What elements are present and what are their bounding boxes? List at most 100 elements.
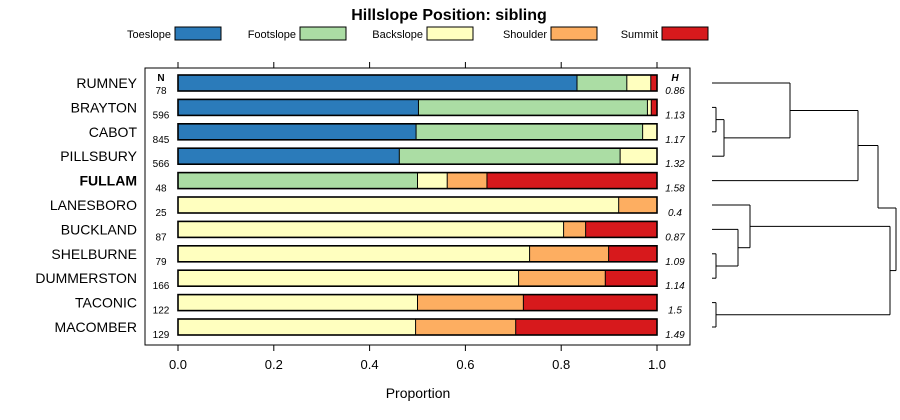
row-label-buckland: BUCKLAND bbox=[61, 221, 137, 237]
row-label-fullam: FULLAM bbox=[79, 173, 137, 189]
bar-segment-backslope bbox=[178, 294, 418, 311]
bar-segment-backslope bbox=[178, 197, 619, 213]
bar-segment-summit bbox=[651, 99, 657, 116]
bar-outline bbox=[177, 123, 658, 141]
row-label-shelburne: SHELBURNE bbox=[51, 246, 137, 262]
x-tick-label: 0.0 bbox=[169, 357, 187, 372]
h-value: 1.14 bbox=[665, 281, 685, 292]
legend-swatch-footslope bbox=[299, 26, 347, 41]
h-value: 1.32 bbox=[665, 159, 685, 170]
x-tick-label: 1.0 bbox=[648, 357, 666, 372]
bar-segment-footslope bbox=[577, 75, 627, 91]
x-axis-title: Proportion bbox=[386, 385, 451, 401]
bar-row-brayton bbox=[177, 98, 658, 117]
bar-segment-toeslope bbox=[178, 148, 400, 165]
x-tick-label: 0.6 bbox=[456, 357, 474, 372]
legend-label-toeslope: Toeslope bbox=[127, 29, 171, 41]
bar-outline bbox=[177, 74, 658, 92]
n-value: 25 bbox=[155, 208, 167, 219]
h-value: 1.49 bbox=[665, 330, 685, 341]
bar-segment-backslope bbox=[626, 75, 651, 91]
bar-row-rumney bbox=[177, 74, 658, 92]
legend-label-backslope: Backslope bbox=[372, 29, 423, 41]
bar-row-macomber bbox=[177, 318, 658, 336]
bar-row-shelburne bbox=[177, 245, 658, 263]
bar-segment-backslope bbox=[620, 148, 657, 165]
x-tick-label: 0.8 bbox=[552, 357, 570, 372]
legend-swatch-backslope bbox=[426, 26, 474, 41]
n-value: 596 bbox=[153, 110, 170, 121]
row-labels: RUMNEY 78 0.86 BRAYTON 596 1.13 CABOT 845 1.17 PI… bbox=[35, 75, 685, 341]
legend-swatch-summit bbox=[661, 26, 709, 41]
bar-segment-footslope bbox=[178, 172, 418, 189]
legend-swatch-shoulder bbox=[550, 26, 598, 41]
row-label-cabot: CABOT bbox=[89, 124, 138, 140]
row-label-rumney: RUMNEY bbox=[76, 75, 137, 91]
bar-segment-backslope bbox=[647, 99, 652, 116]
h-value: 1.17 bbox=[665, 135, 685, 146]
n-value: 129 bbox=[153, 330, 170, 341]
bar-row-taconic bbox=[177, 293, 658, 312]
bar-segment-shoulder bbox=[563, 221, 586, 238]
x-tick-label: 0.4 bbox=[361, 357, 379, 372]
legend-label-summit: Summit bbox=[621, 29, 658, 41]
h-value: 1.13 bbox=[665, 110, 685, 121]
bar-segment-backslope bbox=[178, 319, 416, 335]
bar-outline bbox=[177, 196, 658, 214]
h-value: 0.87 bbox=[665, 232, 685, 243]
x-axis: 0.0 0.2 0.4 0.6 0.8 1.0 bbox=[169, 62, 666, 372]
legend-swatch-toeslope bbox=[174, 26, 222, 41]
h-value: 1.5 bbox=[668, 306, 682, 317]
bar-row-dummerston bbox=[177, 269, 658, 288]
n-value: 566 bbox=[153, 159, 170, 170]
bar-row-fullam bbox=[177, 171, 658, 190]
h-value: 1.09 bbox=[665, 257, 685, 268]
bar-segment-summit bbox=[486, 172, 657, 189]
bar-segment-footslope bbox=[399, 148, 621, 165]
bar-segment-backslope bbox=[642, 123, 657, 140]
legend-label-shoulder: Shoulder bbox=[503, 29, 547, 41]
bar-segment-shoulder bbox=[529, 245, 609, 262]
bar-segment-summit bbox=[515, 319, 657, 335]
bar-row-cabot bbox=[177, 123, 658, 141]
bar-segment-footslope bbox=[416, 123, 643, 140]
bar-segment-shoulder bbox=[447, 172, 487, 189]
row-label-dummerston: DUMMERSTON bbox=[35, 270, 137, 286]
bar-segment-summit bbox=[605, 270, 657, 287]
row-label-lanesboro: LANESBORO bbox=[50, 197, 137, 213]
bar-segment-backslope bbox=[417, 172, 448, 189]
row-label-pillsbury: PILLSBURY bbox=[60, 148, 137, 164]
bar-outline bbox=[177, 147, 658, 165]
bar-segment-shoulder bbox=[415, 319, 516, 335]
bar-row-lanesboro bbox=[177, 196, 658, 214]
n-value: 48 bbox=[155, 184, 167, 195]
n-value: 79 bbox=[155, 257, 167, 268]
h-value: 0.86 bbox=[665, 86, 685, 97]
bar-segment-summit bbox=[608, 245, 657, 262]
bar-outline bbox=[177, 318, 658, 336]
bar-segment-toeslope bbox=[178, 75, 578, 91]
row-label-brayton: BRAYTON bbox=[71, 99, 137, 115]
bar-outline bbox=[177, 269, 658, 288]
chart-title: Hillslope Position: sibling bbox=[351, 7, 547, 24]
bar-segment-summit bbox=[523, 294, 657, 311]
bar-segment-shoulder bbox=[518, 270, 606, 287]
bar-row-pillsbury bbox=[177, 147, 658, 165]
bar-segment-backslope bbox=[178, 270, 519, 287]
bar-segment-footslope bbox=[418, 99, 648, 116]
dendrogram bbox=[712, 82, 897, 328]
row-label-taconic: TACONIC bbox=[75, 295, 137, 311]
bar-segment-shoulder bbox=[417, 294, 524, 311]
n-value: 122 bbox=[153, 306, 170, 317]
n-column-header: N bbox=[157, 73, 164, 84]
bar-segment-toeslope bbox=[178, 123, 417, 140]
n-value: 166 bbox=[153, 281, 170, 292]
x-tick-label: 0.2 bbox=[265, 357, 283, 372]
bar-outline bbox=[177, 293, 658, 312]
legend: Toeslope Footslope Backslope Shoulder Summit bbox=[127, 26, 709, 41]
bar-outline bbox=[177, 171, 658, 190]
h-column-header: H bbox=[671, 73, 679, 84]
legend-label-footslope: Footslope bbox=[248, 29, 296, 41]
bar-segment-backslope bbox=[178, 221, 564, 238]
